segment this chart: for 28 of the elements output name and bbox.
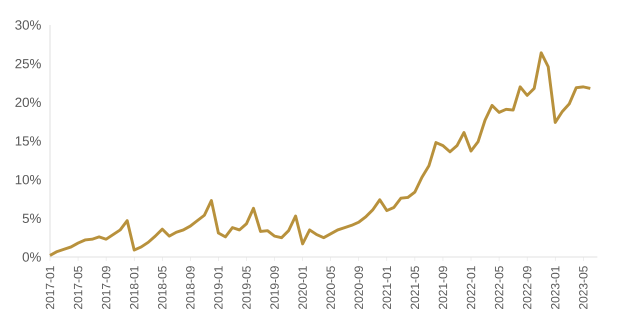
y-tick-label: 0% [22, 252, 41, 262]
x-tick-label: 2019-09 [270, 266, 279, 309]
x-tick-label: 2017-01 [46, 266, 54, 309]
x-tick-label: 2020-05 [326, 266, 335, 309]
x-tick-label: 2017-09 [102, 266, 110, 309]
y-tick-label: 15% [16, 136, 41, 146]
x-tick-label: 2022-09 [522, 266, 532, 309]
x-tick-label: 2021-09 [438, 266, 448, 309]
y-tick-label: 20% [15, 98, 41, 108]
x-tick-label: 2018-09 [186, 266, 195, 309]
y-tick-label: 30% [15, 20, 41, 30]
x-tick-label: 2018-01 [130, 266, 138, 309]
line-series [48, 51, 592, 257]
x-tick-label: 2019-05 [242, 266, 251, 309]
x-tick-label: 2023-01 [550, 266, 560, 309]
x-tick-label: 2017-05 [74, 266, 82, 309]
y-tick-label: 10% [16, 174, 41, 184]
x-tick-label: 2020-01 [298, 266, 307, 309]
x-tick-label: 2018-05 [158, 266, 167, 309]
x-tick-label: 2021-01 [382, 266, 392, 309]
y-tick-label: 5% [22, 214, 41, 223]
x-tick-label: 2022-05 [494, 266, 504, 309]
x-tick-label: 2021-05 [410, 266, 420, 309]
x-tick-label: 2023-05 [579, 266, 588, 309]
x-tick-label: 2022-01 [466, 266, 476, 309]
x-tick-label: 2020-09 [354, 266, 363, 309]
y-tick-label: 25% [15, 58, 41, 68]
x-tick-label: 2019-01 [214, 266, 223, 309]
